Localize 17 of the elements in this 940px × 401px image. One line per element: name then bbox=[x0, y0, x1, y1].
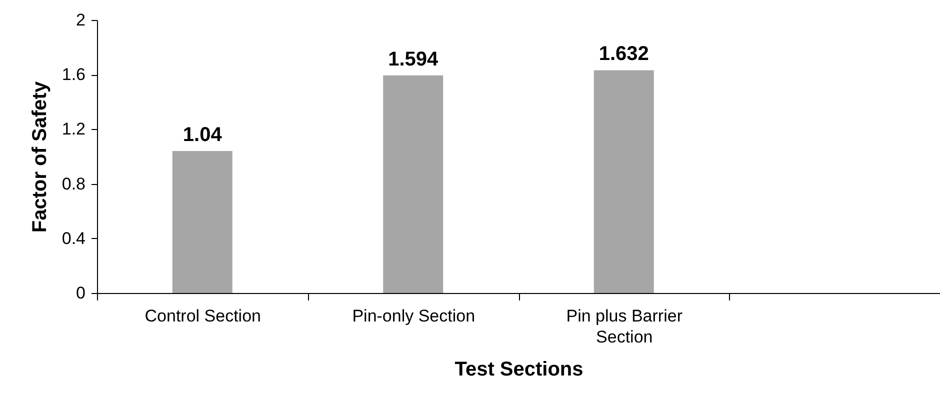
bar bbox=[383, 75, 444, 293]
y-tick-label: 0.8 bbox=[62, 174, 86, 194]
x-tick-label: Pin plus Barrier Section bbox=[566, 306, 683, 346]
y-tick-label: 1.2 bbox=[62, 120, 86, 139]
x-tick-label: Control Section bbox=[144, 306, 261, 326]
x-axis-title: Test Sections bbox=[454, 358, 584, 380]
data-label: 1.04 bbox=[182, 124, 223, 146]
data-label: 1.594 bbox=[388, 48, 440, 70]
data-label: 1.632 bbox=[598, 43, 649, 66]
y-axis-title: Factor of Safety bbox=[28, 80, 51, 233]
bar bbox=[172, 151, 232, 293]
y-tick-label: 1.6 bbox=[62, 65, 86, 84]
y-tick-label: 2 bbox=[76, 10, 86, 30]
bar bbox=[594, 70, 654, 293]
x-tick-label: Pin-only Section bbox=[352, 306, 476, 326]
y-tick-label: 0 bbox=[76, 284, 86, 302]
y-tick-label: 0.4 bbox=[62, 228, 86, 248]
